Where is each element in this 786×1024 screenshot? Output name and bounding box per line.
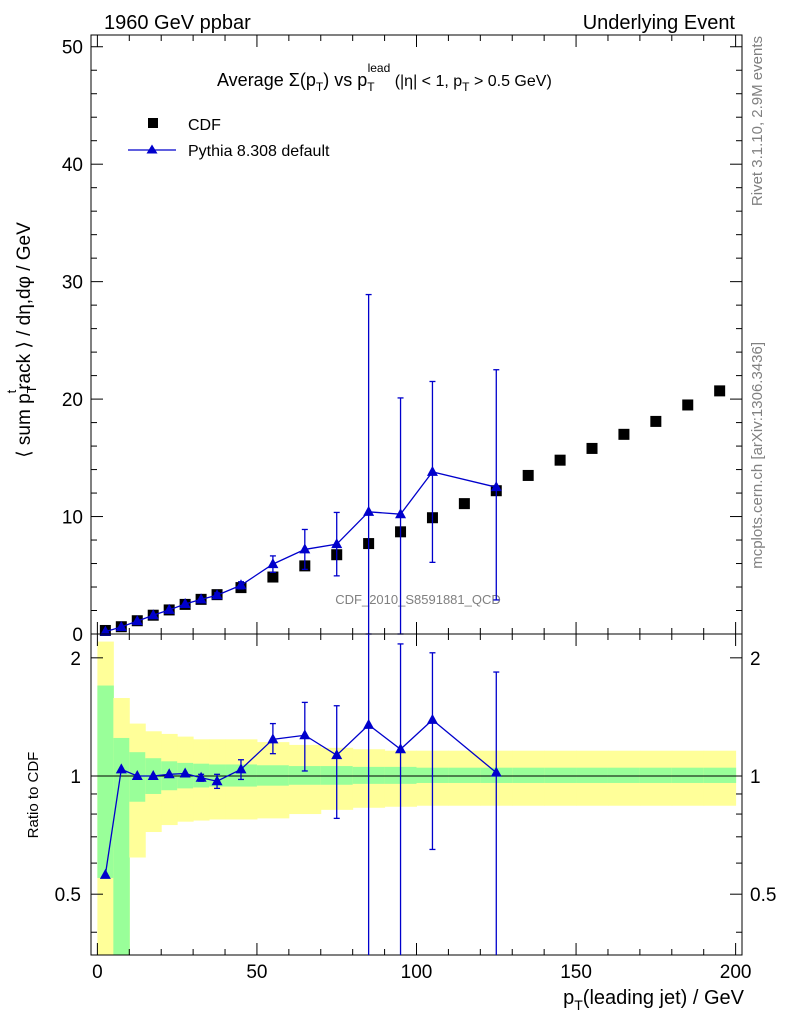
ratio-stat-band (256, 765, 290, 786)
legend-cdf-label: CDF (188, 117, 221, 134)
cdf-point (586, 442, 598, 454)
pythia-point (179, 598, 191, 609)
ratio-bands (97, 641, 737, 955)
x-tick-label: 0 (92, 962, 103, 983)
ratio-ytick-label-right: 0.5 (750, 885, 776, 906)
cdf-point (682, 399, 694, 411)
cdf-point (522, 469, 534, 481)
ratio-stat-band (703, 767, 737, 783)
ratio-point (395, 743, 407, 754)
x-tick-label: 100 (401, 962, 433, 983)
main-data (99, 293, 726, 636)
ratio-ytick-label: 0.5 (55, 885, 81, 906)
ratio-point (99, 868, 111, 879)
ratio-point (195, 771, 207, 782)
cdf-point (618, 428, 630, 440)
ratio-point (179, 767, 191, 778)
rivet-version-label: Rivet 3.1.10, 2.9M events (749, 36, 766, 206)
ratio-stat-band (448, 767, 481, 783)
ratio-point (235, 763, 247, 774)
main-ytick-label: 50 (62, 38, 83, 59)
pythia-point (147, 609, 159, 620)
ratio-ytick-label-right: 2 (750, 649, 761, 670)
pythia-point (163, 603, 175, 614)
ratio-stat-band (97, 685, 114, 878)
cdf-point (554, 454, 566, 466)
header-left: 1960 GeV ppbar (104, 12, 251, 34)
main-ticks: 0 10 20 30 40 50 (62, 34, 743, 646)
main-ytick-label: 0 (72, 625, 83, 646)
ratio-line (104, 719, 497, 875)
ratio-stat-band (576, 767, 609, 783)
ratio-stat-band (607, 767, 641, 783)
ratio-stat-band (639, 767, 673, 783)
ratio-y-axis-label: Ratio to CDF (25, 752, 42, 839)
legend: CDF Pythia 8.308 default (128, 117, 330, 160)
legend-pythia-marker (146, 144, 158, 154)
cdf-point (267, 571, 279, 583)
ratio-point (331, 749, 343, 760)
ratio-stat-band (671, 767, 705, 783)
cdf-point (650, 415, 662, 427)
pythia-point (426, 465, 438, 476)
pythia-point (115, 620, 127, 631)
pythia-point (99, 625, 111, 636)
mcplots-label: mcplots.cern.ch [arXiv:1306.3436] (749, 342, 766, 569)
ratio-point (147, 770, 159, 781)
pythia-point (131, 615, 143, 626)
x-tick-label: 200 (720, 962, 752, 983)
pythia-point (195, 593, 207, 604)
ratio-point (267, 733, 279, 744)
pythia-line (105, 471, 497, 633)
ratio-stat-band (512, 767, 545, 783)
ratio-point (363, 718, 375, 729)
ratio-point (426, 713, 438, 724)
cdf-point (458, 498, 470, 510)
ratio-ytick-label: 2 (70, 649, 81, 670)
ratio-ytick-label: 1 (70, 767, 81, 788)
x-tick-label: 150 (560, 962, 592, 983)
cdf-point (714, 385, 726, 397)
main-ytick-label: 40 (62, 155, 83, 176)
x-axis-label: pT(leading jet) / GeV (563, 987, 745, 1013)
pythia-point (363, 505, 375, 516)
ratio-stat-band (288, 766, 322, 785)
pythia-point (235, 579, 247, 590)
ratio-point (115, 763, 127, 774)
legend-pythia-label: Pythia 8.308 default (188, 143, 330, 160)
ratio-point (299, 729, 311, 740)
ratio-stat-band (544, 767, 577, 783)
main-y-axis-label: ⟨ sum pTtrack ⟩ / dη,dφ / GeV (4, 222, 39, 458)
pythia-point (331, 538, 343, 549)
pythia-point (211, 589, 223, 600)
legend-cdf-marker (148, 118, 158, 128)
pythia-point (299, 543, 311, 554)
pythia-point (395, 508, 407, 519)
ratio-point (163, 768, 175, 779)
main-ytick-label: 30 (62, 273, 83, 294)
header-right: Underlying Event (583, 12, 736, 34)
x-tick-label: 50 (246, 962, 267, 983)
analysis-watermark: CDF_2010_S8591881_QCD (335, 592, 501, 607)
pythia-point (267, 558, 279, 569)
ratio-point (131, 770, 143, 781)
ratio-point (211, 775, 223, 786)
ratio-ytick-label-right: 1 (750, 767, 761, 788)
ratio-point (490, 766, 502, 777)
main-ytick-label: 10 (62, 508, 83, 529)
main-title: Average Σ(pT) vs pTlead (|η| < 1, pT > 0… (217, 61, 552, 94)
main-ytick-label: 20 (62, 390, 83, 411)
pythia-point (490, 481, 502, 492)
ratio-data (99, 634, 502, 955)
